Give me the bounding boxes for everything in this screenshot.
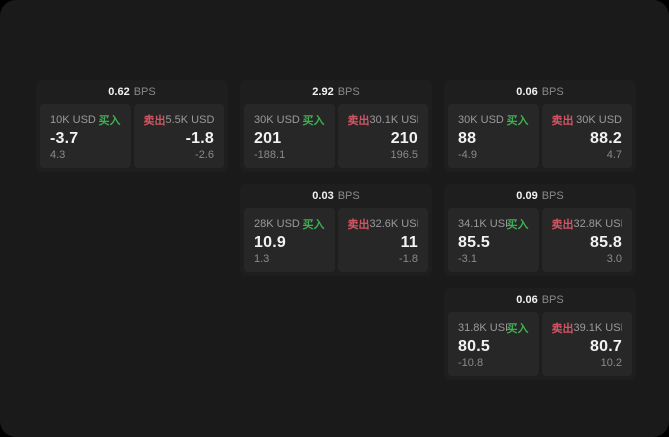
quote-card: 0.06 BPS 31.8K USD 买入 80.5 -10.8 卖出 39.1…: [444, 288, 636, 380]
bps-unit-label: BPS: [541, 190, 564, 202]
sell-amount: 39.1K USD: [573, 322, 623, 334]
buy-delta: 1.3: [254, 253, 270, 265]
sell-price: 80.7: [590, 337, 622, 355]
card-header: 2.92 BPS: [240, 80, 432, 104]
sell-amount: 32.8K USD: [573, 218, 623, 230]
quote-card: 0.06 BPS 30K USD 买入 88 -4.9 卖出 30K USD 8…: [444, 80, 636, 172]
card-header: 0.03 BPS: [240, 184, 432, 208]
buy-label: 买入: [98, 115, 121, 127]
buy-price: 85.5: [458, 233, 490, 251]
sell-amount: 5.5K USD: [165, 114, 215, 126]
sell-panel[interactable]: 卖出 5.5K USD -1.8 -2.6: [133, 104, 224, 168]
buy-panel[interactable]: 30K USD 买入 201 -188.1: [244, 104, 335, 168]
sell-price: 11: [400, 233, 418, 251]
buy-amount: 31.8K USD: [458, 322, 507, 334]
buy-label: 买入: [302, 219, 325, 231]
buy-label: 买入: [506, 219, 529, 231]
buy-panel[interactable]: 31.8K USD 买入 80.5 -10.8: [448, 312, 539, 376]
bps-unit-label: BPS: [337, 190, 360, 202]
buy-delta: -3.1: [458, 253, 477, 265]
sell-delta: -1.8: [399, 253, 418, 265]
sell-panel[interactable]: 卖出 32.6K USD 11 -1.8: [337, 208, 428, 272]
sell-amount: 30K USD: [576, 114, 622, 126]
buy-amount: 34.1K USD: [458, 218, 507, 230]
buy-delta: -4.9: [458, 149, 477, 161]
sell-label: 卖出: [143, 115, 166, 127]
sell-delta: 10.2: [600, 357, 622, 369]
bps-value: 0.06: [516, 86, 538, 98]
quote-card: 2.92 BPS 30K USD 买入 201 -188.1 卖出 30.1K …: [240, 80, 432, 172]
sell-amount: 30.1K USD: [369, 114, 419, 126]
sell-delta: 4.7: [606, 149, 622, 161]
buy-delta: -188.1: [254, 149, 286, 161]
buy-price: 10.9: [254, 233, 286, 251]
card-header: 0.06 BPS: [444, 80, 636, 104]
quote-card: 0.03 BPS 28K USD 买入 10.9 1.3 卖出 32.6K US…: [240, 184, 432, 276]
sell-delta: -2.6: [195, 149, 214, 161]
sell-delta: 196.5: [390, 149, 418, 161]
buy-panel[interactable]: 28K USD 买入 10.9 1.3: [244, 208, 335, 272]
bps-value: 0.06: [516, 294, 538, 306]
buy-amount: 10K USD: [50, 114, 96, 126]
sell-price: -1.8: [185, 129, 214, 147]
sell-panel[interactable]: 卖出 30.1K USD 210 196.5: [337, 104, 428, 168]
sell-label: 卖出: [551, 219, 574, 231]
buy-panel[interactable]: 30K USD 买入 88 -4.9: [448, 104, 539, 168]
quote-card: 0.62 BPS 10K USD 买入 -3.7 4.3 卖出 5.5K USD…: [36, 80, 228, 172]
buy-panel[interactable]: 34.1K USD 买入 85.5 -3.1: [448, 208, 539, 272]
buy-price: -3.7: [50, 129, 79, 147]
buy-amount: 30K USD: [254, 114, 300, 126]
buy-label: 买入: [506, 323, 529, 335]
bps-value: 2.92: [312, 86, 334, 98]
sell-amount: 32.6K USD: [369, 218, 419, 230]
buy-delta: -10.8: [458, 357, 484, 369]
card-header: 0.09 BPS: [444, 184, 636, 208]
sell-label: 卖出: [347, 219, 370, 231]
bps-value: 0.03: [312, 190, 334, 202]
quote-card: 0.09 BPS 34.1K USD 买入 85.5 -3.1 卖出 32.8K…: [444, 184, 636, 276]
sell-label: 卖出: [551, 323, 574, 335]
bps-unit-label: BPS: [337, 86, 360, 98]
buy-delta: 4.3: [50, 149, 66, 161]
bps-unit-label: BPS: [541, 86, 564, 98]
sell-panel[interactable]: 卖出 30K USD 88.2 4.7: [541, 104, 632, 168]
buy-amount: 28K USD: [254, 218, 300, 230]
card-header: 0.06 BPS: [444, 288, 636, 312]
sell-label: 卖出: [551, 115, 574, 127]
bps-unit-label: BPS: [133, 86, 156, 98]
buy-price: 88: [458, 129, 477, 147]
buy-panel[interactable]: 10K USD 买入 -3.7 4.3: [40, 104, 131, 168]
card-header: 0.62 BPS: [36, 80, 228, 104]
sell-price: 85.8: [590, 233, 622, 251]
buy-price: 80.5: [458, 337, 490, 355]
sell-panel[interactable]: 卖出 39.1K USD 80.7 10.2: [541, 312, 632, 376]
buy-price: 201: [254, 129, 282, 147]
bps-value: 0.09: [516, 190, 538, 202]
buy-label: 买入: [302, 115, 325, 127]
sell-price: 210: [390, 129, 418, 147]
sell-price: 88.2: [590, 129, 622, 147]
sell-delta: 3.0: [606, 253, 622, 265]
bps-unit-label: BPS: [541, 294, 564, 306]
bps-value: 0.62: [108, 86, 130, 98]
buy-amount: 30K USD: [458, 114, 504, 126]
sell-panel[interactable]: 卖出 32.8K USD 85.8 3.0: [541, 208, 632, 272]
buy-label: 买入: [506, 115, 529, 127]
sell-label: 卖出: [347, 115, 370, 127]
